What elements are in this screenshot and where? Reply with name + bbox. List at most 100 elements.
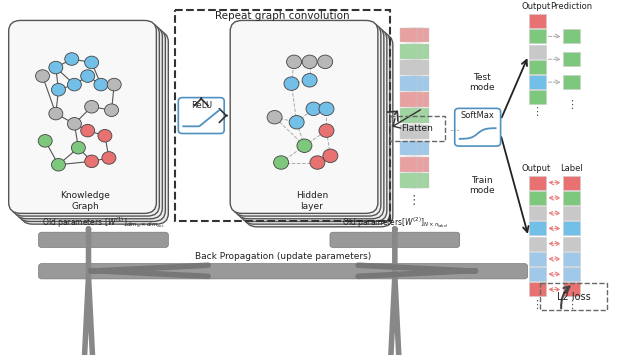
Bar	[529, 45, 545, 59]
Text: Old parameters $[W^{(1)}]_{dim_{in}\times dim_{out}}$: Old parameters $[W^{(1)}]_{dim_{in}\time…	[42, 214, 164, 230]
Bar	[529, 29, 545, 43]
Text: Label: Label	[560, 164, 583, 173]
Bar	[412, 60, 429, 75]
Text: Prediction: Prediction	[550, 2, 593, 11]
Bar	[563, 252, 580, 266]
FancyBboxPatch shape	[179, 98, 224, 133]
Bar	[563, 191, 580, 205]
Circle shape	[108, 78, 121, 91]
Text: ⋮: ⋮	[566, 100, 577, 110]
Bar	[400, 76, 417, 91]
FancyBboxPatch shape	[239, 28, 387, 222]
Text: Repeat graph convolution: Repeat graph convolution	[215, 11, 349, 21]
Circle shape	[102, 152, 116, 164]
Bar	[540, 283, 607, 310]
Circle shape	[297, 139, 312, 153]
Text: ⋮: ⋮	[566, 300, 577, 310]
FancyBboxPatch shape	[236, 26, 384, 219]
FancyBboxPatch shape	[242, 31, 390, 224]
Text: SoftMax: SoftMax	[461, 111, 495, 120]
FancyBboxPatch shape	[245, 34, 393, 227]
Bar	[412, 173, 429, 188]
Bar	[400, 92, 417, 107]
Bar	[412, 108, 429, 123]
Circle shape	[267, 110, 282, 124]
Bar	[563, 29, 580, 43]
Circle shape	[317, 55, 333, 69]
FancyBboxPatch shape	[12, 23, 159, 216]
Circle shape	[306, 102, 321, 116]
Bar	[563, 206, 580, 220]
Bar	[563, 52, 580, 66]
Circle shape	[319, 124, 334, 137]
Text: ⋮: ⋮	[408, 193, 420, 207]
Circle shape	[94, 78, 108, 91]
Bar	[400, 125, 417, 140]
FancyBboxPatch shape	[38, 232, 168, 247]
Bar	[412, 76, 429, 91]
Text: ...: ...	[450, 123, 461, 133]
Circle shape	[81, 70, 95, 82]
Circle shape	[36, 70, 49, 82]
Bar	[563, 75, 580, 89]
Circle shape	[67, 78, 81, 91]
Circle shape	[274, 156, 289, 169]
FancyBboxPatch shape	[18, 28, 165, 222]
Bar	[412, 141, 429, 155]
Bar	[412, 28, 429, 43]
Bar	[406, 125, 423, 140]
Bar	[529, 60, 545, 74]
Circle shape	[302, 73, 317, 87]
Bar	[412, 157, 429, 172]
Bar	[563, 267, 580, 281]
Circle shape	[51, 158, 65, 171]
Bar	[412, 125, 429, 140]
Bar	[412, 92, 429, 107]
Circle shape	[84, 155, 99, 168]
FancyBboxPatch shape	[233, 23, 381, 216]
Text: Output: Output	[522, 2, 551, 11]
Bar	[406, 173, 423, 188]
Bar	[406, 92, 423, 107]
Text: Output: Output	[522, 164, 551, 173]
Bar	[563, 222, 580, 235]
Bar	[400, 141, 417, 155]
FancyBboxPatch shape	[330, 232, 460, 247]
Bar	[529, 75, 545, 89]
Bar	[529, 237, 545, 251]
Bar	[563, 176, 580, 190]
Circle shape	[302, 55, 317, 69]
Bar	[390, 116, 445, 141]
Bar	[529, 191, 545, 205]
Circle shape	[284, 77, 299, 91]
FancyBboxPatch shape	[38, 264, 527, 279]
Circle shape	[323, 149, 338, 163]
Bar	[529, 283, 545, 296]
Circle shape	[72, 141, 85, 154]
Bar	[529, 252, 545, 266]
Bar	[529, 206, 545, 220]
FancyBboxPatch shape	[15, 26, 163, 219]
Bar	[406, 60, 423, 75]
Bar	[406, 157, 423, 172]
Circle shape	[104, 104, 118, 116]
Bar	[400, 157, 417, 172]
Text: ReLU: ReLU	[191, 101, 212, 110]
Text: Knowledge
Graph: Knowledge Graph	[61, 191, 111, 211]
FancyBboxPatch shape	[20, 31, 168, 224]
Bar	[400, 44, 417, 59]
Text: Back Propagation (update parameters): Back Propagation (update parameters)	[195, 252, 371, 261]
Bar	[406, 28, 423, 43]
Text: Train
mode: Train mode	[469, 176, 495, 196]
FancyBboxPatch shape	[230, 21, 378, 213]
Circle shape	[65, 53, 79, 65]
Bar	[400, 28, 417, 43]
Bar	[400, 173, 417, 188]
Bar	[529, 176, 545, 190]
Circle shape	[38, 135, 52, 147]
Text: Old parameters$[W^{(2)}]_{N\times n_{label}}$: Old parameters$[W^{(2)}]_{N\times n_{lab…	[342, 214, 448, 230]
Text: ⋮: ⋮	[531, 300, 542, 310]
Bar	[529, 14, 545, 28]
Bar	[412, 44, 429, 59]
Bar	[529, 91, 545, 104]
